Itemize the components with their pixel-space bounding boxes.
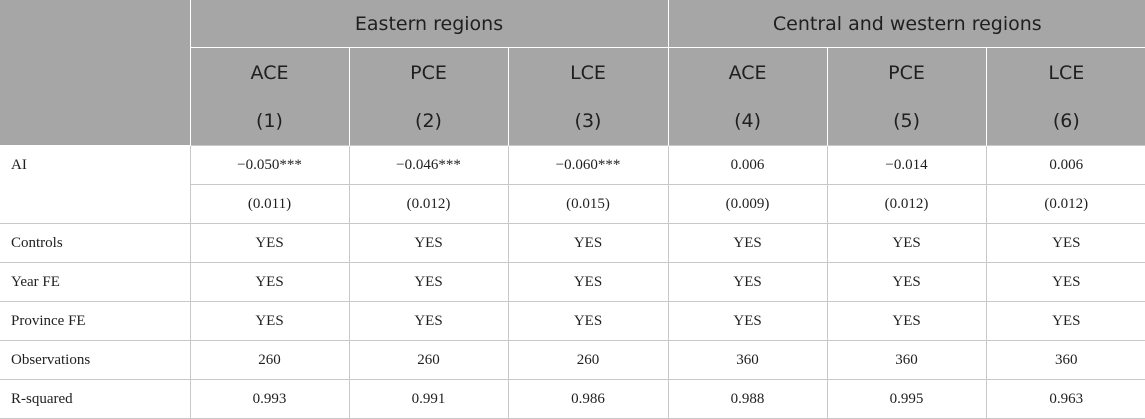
column-number: (6): [985, 97, 1145, 146]
column-number: (4): [667, 97, 828, 146]
table-cell: −0.050***: [189, 145, 349, 185]
group-header-central-western: Central and western regions: [667, 0, 1145, 48]
var-header: LCE: [985, 47, 1145, 97]
table-cell: YES: [348, 223, 508, 263]
table-row: Province FE YES YES YES YES YES YES: [0, 301, 1145, 341]
table-header: Eastern regions Central and western regi…: [0, 0, 1145, 146]
table-cell: YES: [667, 301, 828, 341]
table-cell: YES: [348, 301, 508, 341]
row-label: AI: [0, 145, 190, 185]
row-label: Observations: [0, 340, 190, 380]
table-cell: −0.046***: [348, 145, 508, 185]
row-label: Province FE: [0, 301, 190, 341]
table-cell: YES: [667, 262, 828, 302]
table-row: Observations 260 260 260 360 360 360: [0, 340, 1145, 380]
table-cell: 0.963: [985, 379, 1145, 419]
table-cell: 260: [189, 340, 349, 380]
table-cell: 260: [507, 340, 669, 380]
table-cell: −0.060***: [507, 145, 669, 185]
table-cell: (0.009): [667, 184, 828, 224]
table-cell: YES: [826, 262, 987, 302]
row-label: Controls: [0, 223, 190, 263]
column-number: (2): [348, 97, 508, 146]
table-cell: −0.014: [826, 145, 987, 185]
table-cell: YES: [189, 262, 349, 302]
table-cell: YES: [507, 301, 669, 341]
table-cell: YES: [189, 223, 349, 263]
table-cell: (0.012): [348, 184, 508, 224]
var-header: LCE: [507, 47, 669, 97]
table-cell: 0.986: [507, 379, 669, 419]
table-cell: 360: [667, 340, 828, 380]
column-number: (1): [189, 97, 349, 146]
header-number-row: (1) (2) (3) (4) (5) (6): [0, 97, 1145, 146]
table-row: R-squared 0.993 0.991 0.986 0.988 0.995 …: [0, 379, 1145, 419]
table-cell: YES: [826, 301, 987, 341]
table-cell: 360: [826, 340, 987, 380]
row-label: [0, 185, 190, 224]
var-header: ACE: [189, 47, 349, 97]
column-number: (5): [826, 97, 987, 146]
row-label: R-squared: [0, 379, 190, 419]
header-corner-cell: [0, 0, 190, 146]
var-header: PCE: [348, 47, 508, 97]
table-row: AI −0.050*** −0.046*** −0.060*** 0.006 −…: [0, 145, 1145, 185]
table-cell: 0.991: [348, 379, 508, 419]
table-cell: (0.015): [507, 184, 669, 224]
var-header: PCE: [826, 47, 987, 97]
table-cell: YES: [507, 223, 669, 263]
table-cell: (0.012): [826, 184, 987, 224]
row-label: Year FE: [0, 262, 190, 302]
table-cell: 0.988: [667, 379, 828, 419]
table-cell: YES: [667, 223, 828, 263]
table-cell: 0.995: [826, 379, 987, 419]
table-cell: YES: [189, 301, 349, 341]
table-cell: 0.006: [985, 145, 1145, 185]
table-cell: (0.012): [985, 184, 1145, 224]
table-cell: YES: [826, 223, 987, 263]
table-body: AI −0.050*** −0.046*** −0.060*** 0.006 −…: [0, 145, 1145, 419]
table-cell: YES: [985, 301, 1145, 341]
table-cell: YES: [985, 262, 1145, 302]
header-variable-row: ACE PCE LCE ACE PCE LCE: [0, 47, 1145, 97]
table-row: Year FE YES YES YES YES YES YES: [0, 262, 1145, 302]
table-cell: 0.006: [667, 145, 828, 185]
table-cell: 260: [348, 340, 508, 380]
table-cell: YES: [985, 223, 1145, 263]
table-row: Controls YES YES YES YES YES YES: [0, 223, 1145, 263]
table-cell: 360: [985, 340, 1145, 380]
column-number: (3): [507, 97, 669, 146]
table-row: (0.011) (0.012) (0.015) (0.009) (0.012) …: [0, 184, 1145, 224]
header-group-row: Eastern regions Central and western regi…: [0, 0, 1145, 146]
group-header-eastern: Eastern regions: [189, 0, 669, 48]
var-header: ACE: [667, 47, 828, 97]
table-cell: (0.011): [189, 184, 349, 224]
table-cell: 0.993: [189, 379, 349, 419]
table-cell: YES: [348, 262, 508, 302]
table-cell: YES: [507, 262, 669, 302]
